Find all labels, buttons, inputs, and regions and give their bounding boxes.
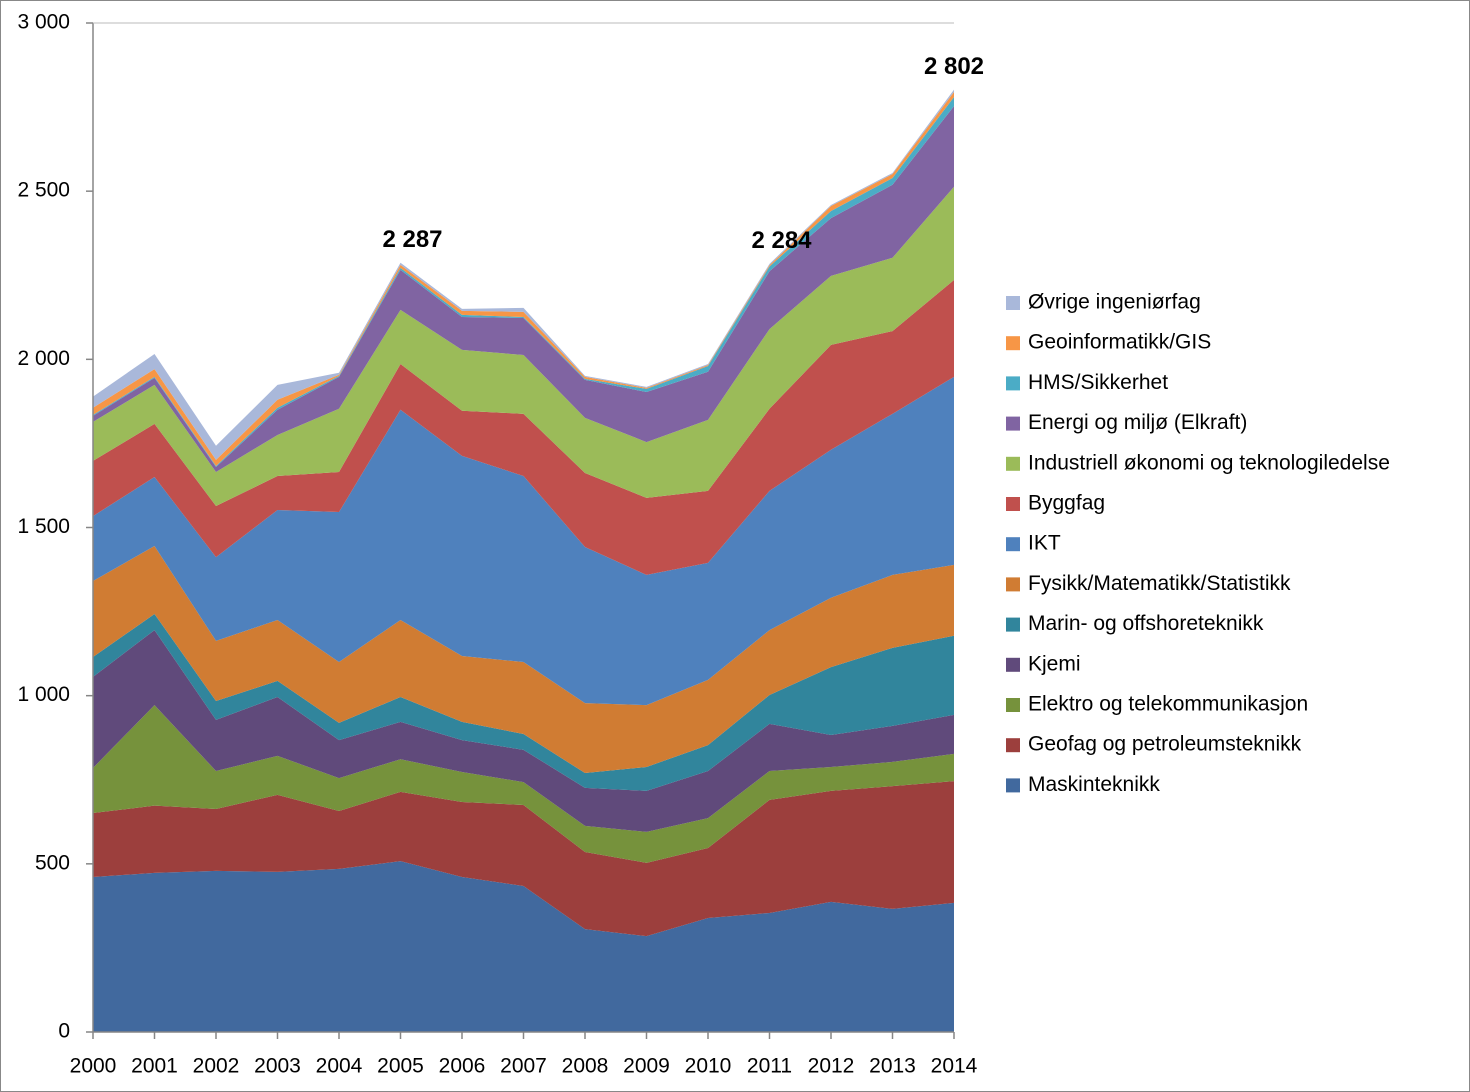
legend-label: Geofag og petroleumsteknikk — [1028, 733, 1302, 756]
x-tick-label: 2010 — [685, 1055, 732, 1078]
area — [93, 545, 954, 774]
legend-label: Energi og miljø (Elkraft) — [1028, 411, 1247, 434]
y-tick-label: 2 000 — [17, 347, 70, 370]
legend-swatch — [1006, 698, 1020, 712]
x-tick-label: 2012 — [808, 1055, 855, 1078]
legend-swatch — [1006, 416, 1020, 431]
legend-label: Marin- og offshoreteknikk — [1028, 612, 1264, 635]
legend-label: Øvrige ingeniørfag — [1028, 291, 1201, 314]
legend-swatch — [1006, 778, 1020, 793]
legend-swatch — [1006, 537, 1020, 552]
legend-label: Geoinformatikk/GIS — [1028, 331, 1211, 354]
area — [93, 376, 954, 706]
area — [93, 106, 954, 473]
legend-label: Elektro og telekommunikasjon — [1028, 693, 1308, 716]
legend-label: IKT — [1028, 532, 1061, 555]
legend-swatch — [1006, 617, 1020, 632]
x-tick-label: 2013 — [869, 1055, 916, 1078]
legend-swatch — [1006, 497, 1020, 511]
x-tick-label: 2007 — [500, 1055, 547, 1078]
legend-swatch — [1006, 296, 1020, 310]
legend-swatch — [1006, 577, 1020, 592]
y-tick-label: 2 500 — [17, 179, 70, 202]
x-tick-label: 2004 — [316, 1055, 363, 1078]
x-tick-label: 2014 — [931, 1055, 978, 1078]
area — [93, 861, 954, 1032]
legend-label: Maskinteknikk — [1028, 773, 1160, 796]
legend-swatch — [1006, 456, 1020, 471]
x-tick-label: 2008 — [562, 1055, 609, 1078]
legend-label: Fysikk/Matematikk/Statistikk — [1028, 572, 1291, 595]
annotation: 2 802 — [924, 53, 984, 80]
legend-swatch — [1006, 738, 1020, 753]
legend-swatch — [1006, 657, 1020, 672]
legend-swatch — [1006, 376, 1020, 391]
area — [93, 613, 954, 791]
x-tick-label: 2005 — [377, 1055, 424, 1078]
y-tick-label: 3 000 — [17, 11, 70, 34]
x-tick-label: 2001 — [131, 1055, 178, 1078]
y-tick-label: 500 — [35, 851, 70, 874]
x-tick-label: 2003 — [254, 1055, 301, 1078]
x-tick-label: 2006 — [439, 1055, 486, 1078]
x-tick-label: 2011 — [747, 1055, 792, 1078]
legend-label: HMS/Sikkerhet — [1028, 371, 1168, 394]
area — [93, 781, 954, 937]
area — [93, 186, 954, 506]
x-tick-label: 2000 — [70, 1055, 117, 1078]
legend-swatch — [1006, 336, 1020, 351]
x-tick-label: 2002 — [193, 1055, 240, 1078]
y-tick-label: 1 500 — [17, 515, 70, 538]
annotation: 2 287 — [382, 226, 442, 253]
legend-label: Byggfag — [1028, 492, 1105, 515]
area — [93, 705, 954, 863]
x-tick-label: 2009 — [623, 1055, 670, 1078]
legend-label: Industriell økonomi og teknologiledelse — [1028, 451, 1390, 474]
area — [93, 630, 954, 832]
area — [93, 279, 954, 575]
y-tick-label: 0 — [58, 1020, 70, 1043]
annotation: 2 284 — [751, 227, 812, 254]
legend-label: Kjemi — [1028, 652, 1081, 675]
y-tick-label: 1 000 — [17, 683, 70, 706]
